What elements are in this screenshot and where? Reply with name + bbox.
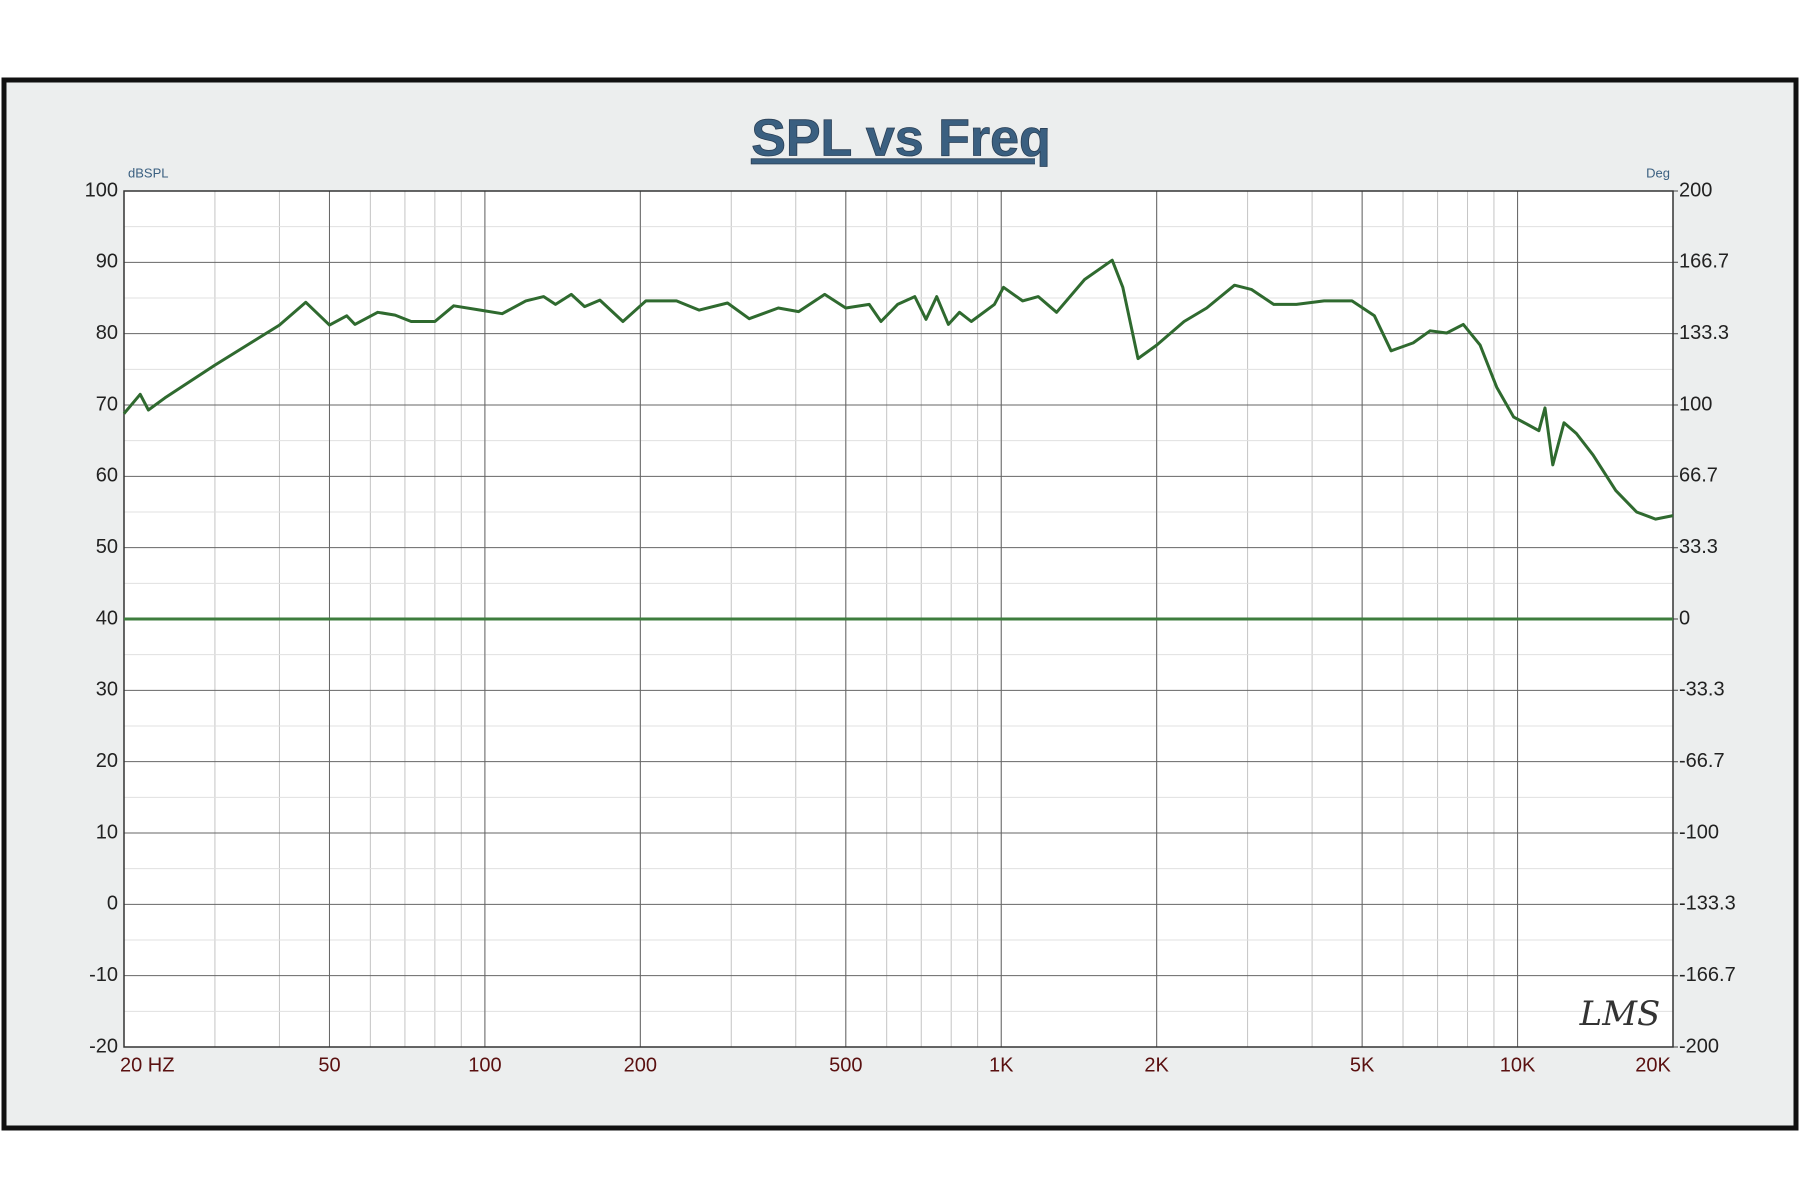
- y2-tick-label: -66.7: [1679, 750, 1725, 772]
- x-tick-label: 100: [468, 1054, 501, 1076]
- y2-tick-label: 0: [1679, 607, 1690, 629]
- y2-tick-label: -166.7: [1679, 964, 1736, 986]
- y2-tick-label: -33.3: [1679, 679, 1725, 701]
- y-tick-label: 80: [96, 322, 118, 344]
- data-line: [122, 258, 1674, 521]
- y2-tick-label: -200: [1679, 1035, 1719, 1057]
- y-tick-label: 30: [96, 679, 118, 701]
- y2-tick-label: 33.3: [1679, 536, 1718, 558]
- x-tick-label: 20K: [1635, 1054, 1671, 1076]
- x-tick-label: 200: [624, 1054, 657, 1076]
- y-axis-label: dBSPL: [128, 165, 168, 180]
- y2-tick-label: 200: [1679, 179, 1712, 201]
- y-tick-label: 40: [96, 607, 118, 629]
- y-tick-label: 10: [96, 821, 118, 843]
- y2-tick-label: -133.3: [1679, 893, 1736, 915]
- x-tick-label: 5K: [1350, 1054, 1375, 1076]
- y-tick-label: 20: [96, 750, 118, 772]
- y2-tick-label: 133.3: [1679, 322, 1729, 344]
- y-tick-label: 90: [96, 251, 118, 273]
- x-tick-label: 20 HZ: [120, 1054, 174, 1076]
- x-tick-label: 500: [829, 1054, 862, 1076]
- x-tick-label: 10K: [1500, 1054, 1536, 1076]
- y-tick-label: 100: [85, 179, 118, 201]
- y2-tick-label: -100: [1679, 821, 1719, 843]
- y-tick-label: 0: [107, 893, 118, 915]
- chart-title: SPL vs Freq: [751, 110, 1051, 168]
- y-tick-label: 60: [96, 465, 118, 487]
- y-tick-label: -10: [89, 964, 118, 986]
- y-tick-label: 70: [96, 393, 118, 415]
- y2-tick-label: 100: [1679, 393, 1712, 415]
- y-tick-label: 50: [96, 536, 118, 558]
- y-tick-label: -20: [89, 1035, 118, 1057]
- x-tick-label: 2K: [1144, 1054, 1169, 1076]
- y2-tick-label: 66.7: [1679, 465, 1718, 487]
- y2-tick-label: 166.7: [1679, 251, 1729, 273]
- y2-axis-label: Deg: [1646, 165, 1670, 180]
- logo: LMS: [1579, 994, 1661, 1034]
- x-tick-label: 1K: [989, 1054, 1014, 1076]
- x-tick-label: 50: [318, 1054, 340, 1076]
